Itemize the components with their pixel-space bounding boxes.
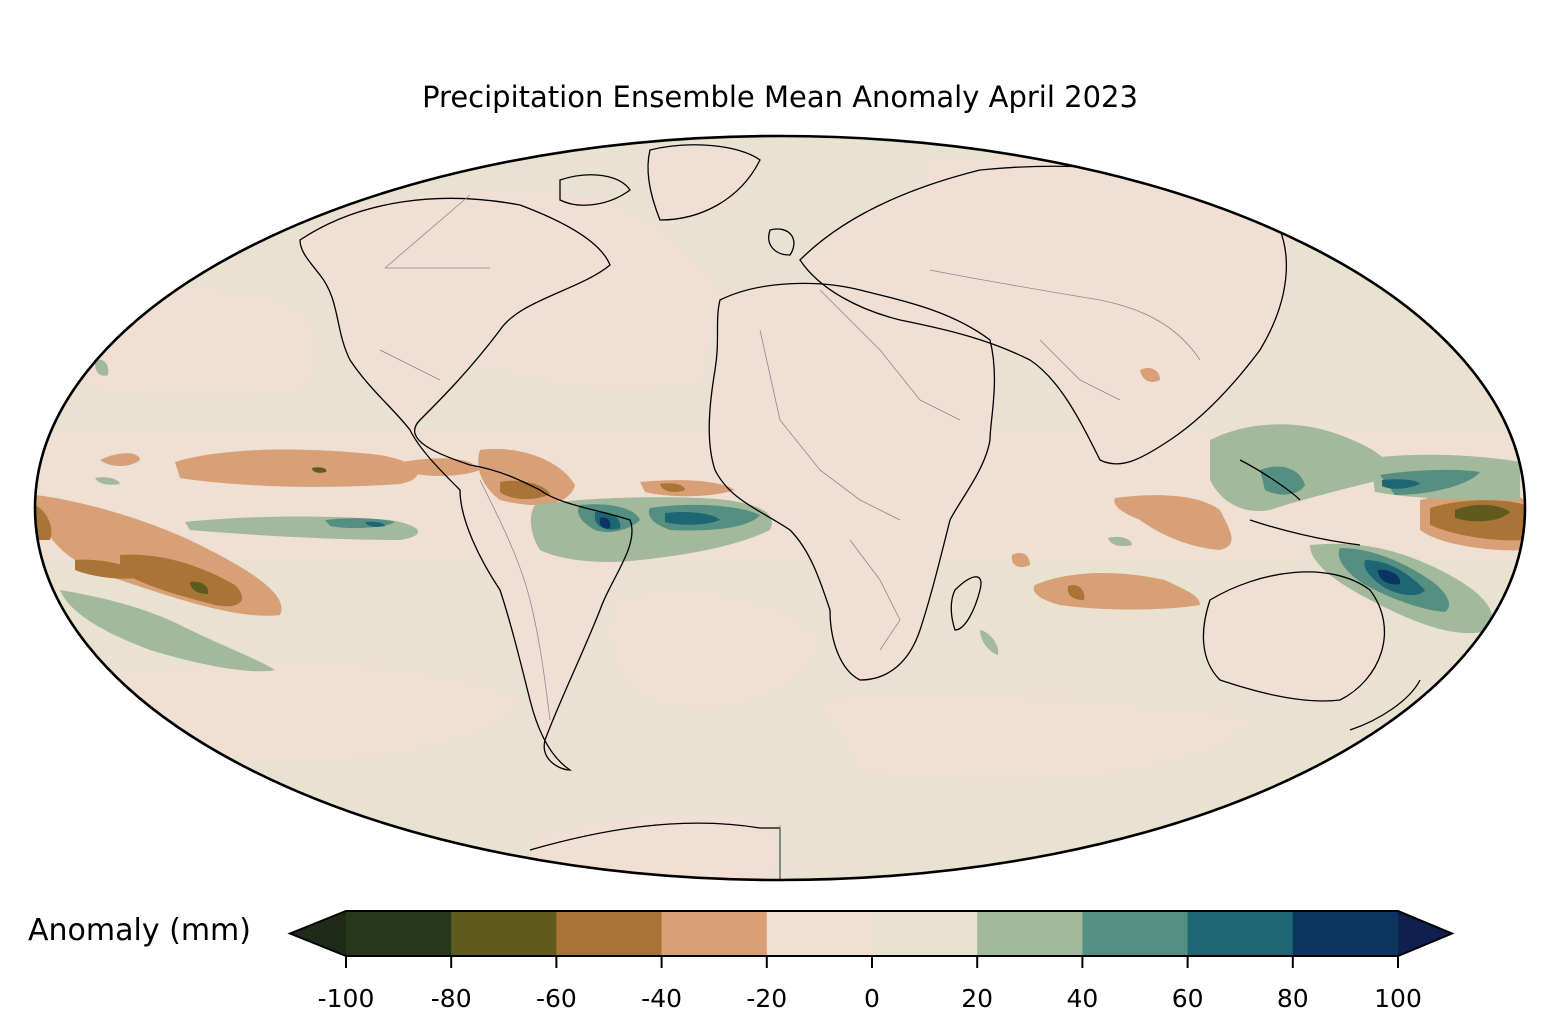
colorbar-swatch (1292, 911, 1399, 956)
colorbar-swatch (346, 911, 452, 956)
colorbar-label: Anomaly (mm) (28, 913, 251, 948)
colorbar-tick-label: 80 (1277, 984, 1309, 1013)
colorbar-tick-label: 40 (1066, 984, 1098, 1013)
colorbar-swatch (872, 911, 978, 956)
colorbar-swatch (1082, 911, 1189, 956)
globe-outline (33, 134, 1527, 882)
colorbar-tick-label: -80 (431, 984, 472, 1013)
colorbar-swatch (661, 911, 768, 956)
colorbar-tick-label: -60 (536, 984, 577, 1013)
colorbar-tick-label: 0 (864, 984, 880, 1013)
colorbar-swatch (556, 911, 663, 956)
world-map (33, 134, 1527, 882)
dry-band-south-pacific (100, 662, 520, 760)
colorbar-tick-label: 20 (961, 984, 993, 1013)
dry-band-south-atlantic (610, 592, 820, 708)
colorbar-extend-over (1398, 911, 1452, 956)
colorbar-tick-label: 100 (1374, 984, 1422, 1013)
dry-band-north-pacific (60, 289, 318, 397)
colorbar-tick-label: -100 (318, 984, 375, 1013)
colorbar-tick-label: 60 (1172, 984, 1204, 1013)
colorbar-swatch (977, 911, 1083, 956)
colorbar-swatch (451, 911, 557, 956)
wet-anomaly-severe (599, 517, 1401, 585)
colorbar-tick-label: -40 (641, 984, 682, 1013)
land-fill (300, 144, 1385, 880)
colorbar-swatch (1187, 911, 1294, 956)
map-title: Precipitation Ensemble Mean Anomaly Apri… (422, 80, 1138, 114)
dry-anomaly-severe (190, 467, 1510, 594)
colorbar-outline (287, 910, 1455, 957)
colorbar-extend-under (290, 911, 346, 956)
dry-band-southern-ocean (820, 696, 1250, 780)
country-borders (379, 194, 1201, 880)
colorbar-tick-label: -20 (746, 984, 787, 1013)
colorbar-swatch (766, 911, 873, 956)
anomaly-field (35, 136, 1525, 880)
coastlines (299, 144, 1421, 880)
